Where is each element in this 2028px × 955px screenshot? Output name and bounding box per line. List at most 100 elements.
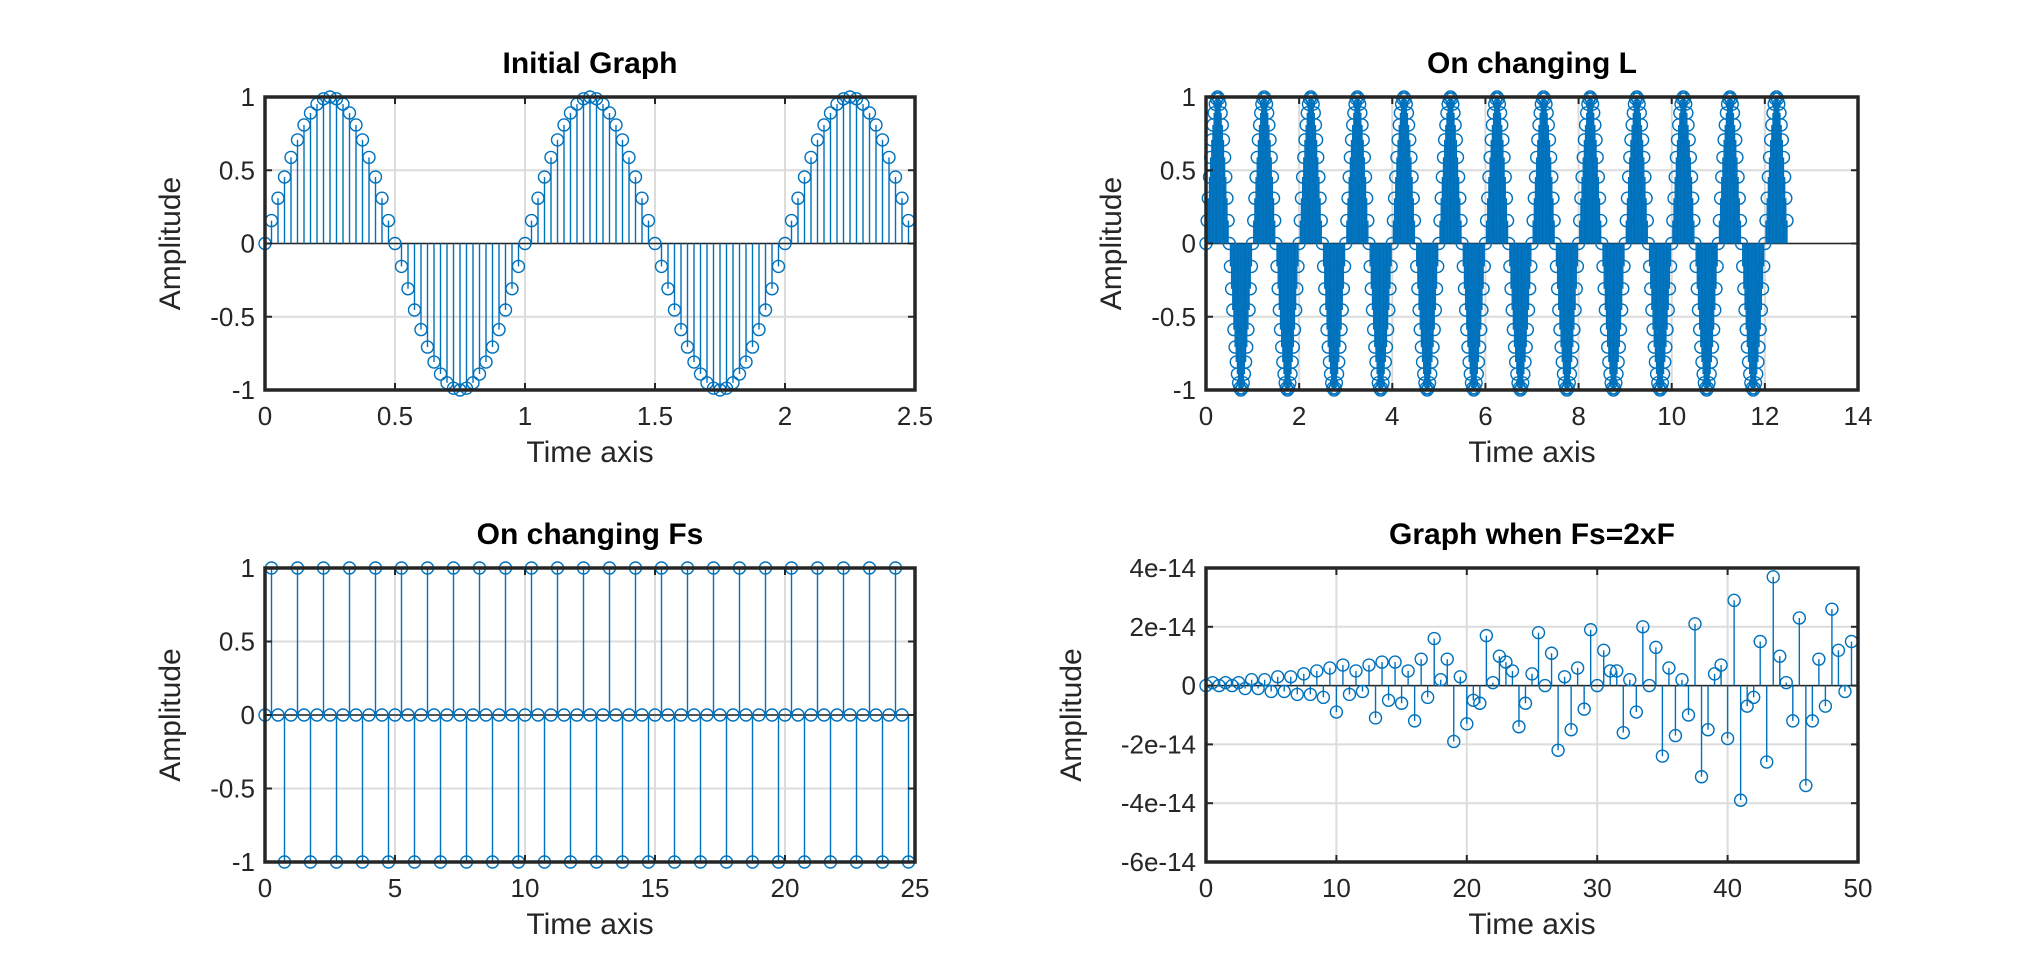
stem-marker [1309,133,1324,147]
stem-marker [1265,170,1280,184]
stem-marker [1629,705,1644,719]
stem-marker [1329,705,1344,719]
y-axis-label: Amplitude [1055,648,1088,781]
stem-marker [1838,684,1852,699]
stem-marker [1518,355,1532,369]
stem-marker [1475,303,1489,317]
stem-marker [1263,133,1277,147]
stem-marker [1616,282,1630,296]
stem-marker [609,118,623,132]
stem-marker [1675,673,1689,687]
stem-marker [1685,191,1700,205]
stem-marker [1264,150,1278,165]
tick-marks: 0 5 10 15 20 25 -1 -0.5 0 0.5 1 [210,553,929,903]
x-tick-label: 4 [1385,401,1399,431]
stem-marker [1522,282,1537,296]
x-tick-label: 1 [518,401,532,431]
stem-marker [1531,625,1546,640]
stem-marker [1687,213,1701,228]
stem-marker [1500,213,1515,228]
stem-marker [1729,133,1743,147]
stem-marker [1414,652,1428,666]
x-tick-label: 10 [1322,873,1351,903]
x-tick-label: 0 [258,873,272,903]
stem-marker [1812,652,1826,666]
stem-marker [1756,259,1771,274]
stem-marker [485,340,500,354]
stem-marker [1384,259,1398,274]
stem-marker [1277,684,1291,699]
stem-marker [1335,303,1349,317]
stem-marker [1468,381,1482,395]
stem-marker [862,106,877,120]
stem-marker [1668,728,1683,743]
chart-title: Initial Graph [502,47,677,80]
stem-marker [1240,340,1254,354]
stem-marker [1683,150,1698,165]
fs-2xf-panel: 0 10 20 30 40 50 -6e-14 -4e-14 -2e-14 0 2e-14 4e-14… [1055,518,1872,941]
x-tick-label: 2 [1292,401,1306,431]
stem-marker [1751,355,1765,369]
stem-marker [1497,150,1511,165]
stem-marker [1662,661,1676,675]
stem-marker [1450,150,1465,165]
x-tick-label: 20 [1452,873,1481,903]
stem-marker [1351,92,1366,106]
stem-marker [1623,673,1637,687]
stem-marker [1611,355,1625,369]
stem-marker [1780,213,1794,228]
stem-marker [1524,259,1538,274]
stem-marker [739,355,753,369]
stem-marker [1499,191,1514,205]
stem-marker [1727,593,1741,608]
stem-marker [511,259,526,274]
stem-marker [1426,340,1440,354]
stem-marker [1308,118,1323,132]
stem-marker [1358,170,1373,184]
stem-marker [1567,322,1581,337]
stem-marker [1474,322,1488,337]
stem-marker [1747,381,1762,395]
stem-marker [1705,340,1720,354]
stem-marker [1589,133,1603,147]
x-axis-label: Time axis [1468,908,1595,941]
stem-marker [1514,381,1529,395]
stem-marker [1597,643,1611,658]
stem-marker [1521,303,1536,317]
stem-marker [1544,646,1559,660]
stem-marker [888,170,903,184]
stem-marker [1777,170,1792,184]
stem-marker [1257,673,1272,687]
stem-marker [1688,617,1702,631]
stem-marker [1281,381,1296,395]
stem-marker [1421,381,1436,395]
stem-marker [1215,118,1230,132]
stem-marker [1342,687,1357,702]
stem-marker [622,150,636,165]
stem-marker [1776,150,1791,165]
stem-marker [1472,340,1487,354]
stem-marker [1407,213,1422,228]
changing-fs-panel: 0 5 10 15 20 25 -1 -0.5 0 0.5 1 On changing Fs Tim… [154,518,929,941]
stem-marker [1770,92,1785,106]
stem-marker [505,282,519,296]
stem-marker [1775,133,1790,147]
stem-marker [1710,259,1724,274]
stem-marker [1297,667,1311,681]
stem-marker [1378,355,1393,369]
stem-marker [1547,213,1561,228]
stem-marker [732,367,747,381]
stem-marker [1368,711,1383,725]
y-tick-label: 0 [1182,671,1196,701]
stem-marker [1284,670,1298,684]
stem-marker [1746,690,1761,705]
stem-marker [1383,282,1397,296]
y-tick-label: 0.5 [219,627,255,657]
stem-marker [1551,743,1565,757]
stem-marker [1727,118,1742,132]
y-tick-label: 0 [241,229,255,259]
y-tick-label: 0 [1182,229,1196,259]
stem-marker [1561,381,1575,395]
stem-marker [1607,381,1622,395]
stem-marker [1681,708,1696,722]
